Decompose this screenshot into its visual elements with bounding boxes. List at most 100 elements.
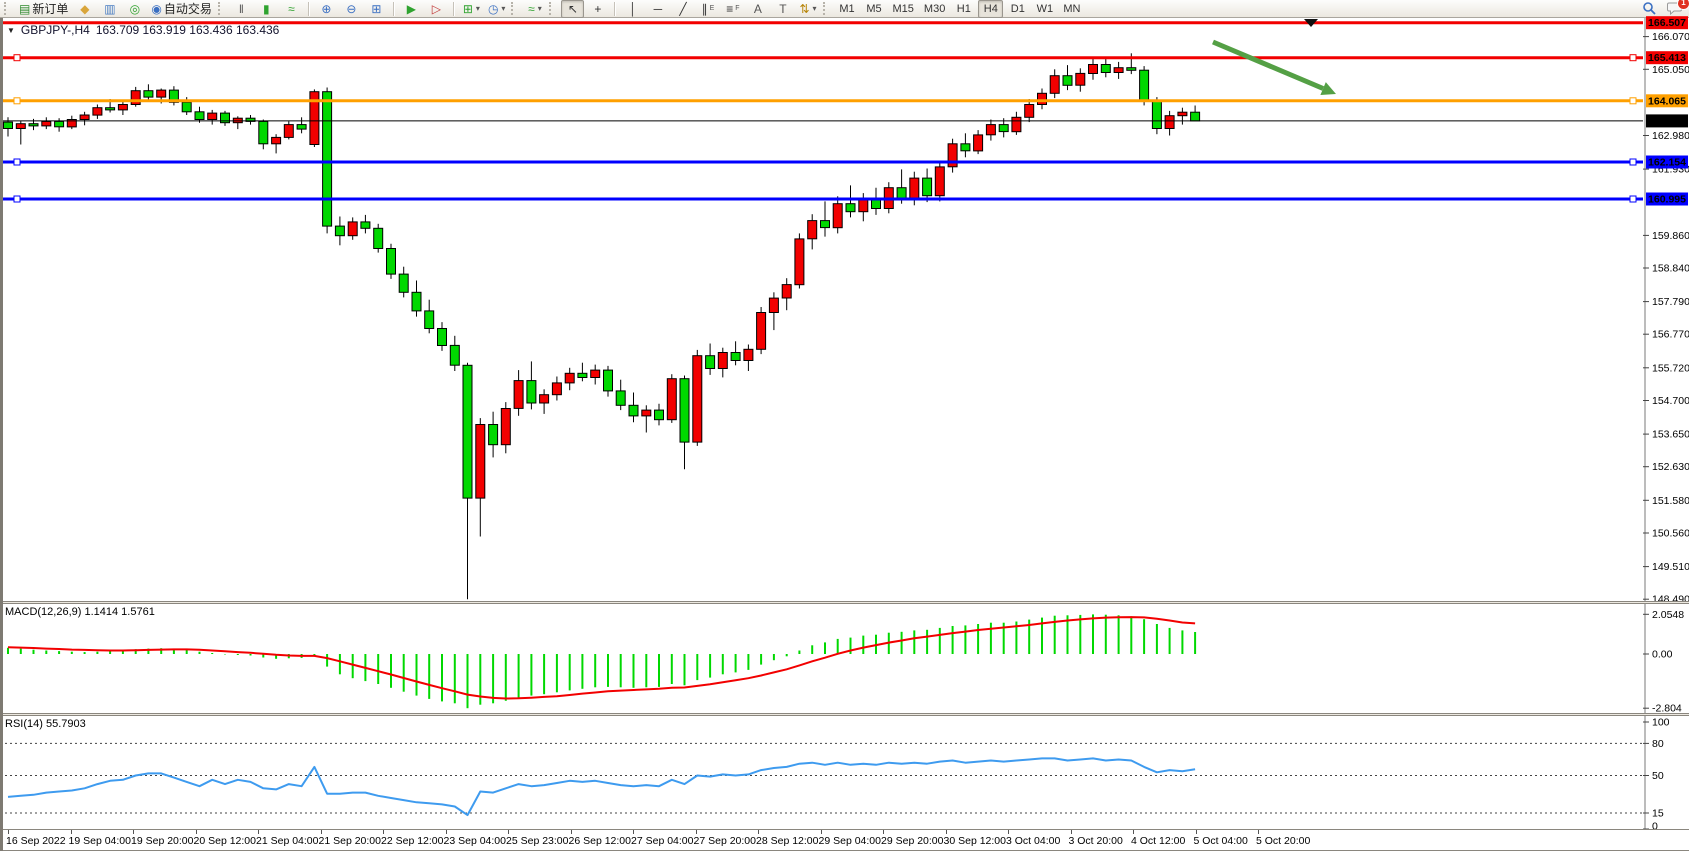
cursor-button[interactable]: ↖: [561, 0, 585, 18]
line-anchor[interactable]: [1629, 158, 1637, 166]
zoom-in-button[interactable]: ⊕: [315, 0, 338, 18]
trendline-icon: ╱: [679, 1, 687, 16]
time-tick: [320, 830, 322, 834]
styler-button[interactable]: ◆: [73, 0, 96, 18]
text-button[interactable]: A: [746, 0, 769, 18]
chevron-down-icon: ▾: [475, 3, 480, 13]
bar-chart-button[interactable]: ǁ: [230, 0, 253, 18]
macd-histogram: [7, 614, 1197, 709]
price-pane[interactable]: ▼ GBPJPY-,H4 163.709 163.919 163.436 163…: [0, 16, 1689, 606]
candles: [3, 53, 1201, 600]
timeframe-button-H1[interactable]: H1: [956, 2, 971, 15]
timeframe-button-M1[interactable]: M1: [839, 2, 855, 15]
toolbar-separator: [392, 1, 395, 16]
ohlc-bars-icon: ǁ: [238, 1, 244, 16]
vertical-line-button[interactable]: │: [621, 0, 644, 18]
line-anchor[interactable]: [1629, 54, 1637, 62]
fibonacci-icon-letter: F: [735, 4, 740, 12]
svg-text:0.00: 0.00: [1652, 649, 1673, 661]
time-label: 27 Sep 20:00: [693, 835, 756, 847]
chart-shift-icon: ▷: [431, 1, 441, 16]
toolbar-separator: [452, 1, 455, 16]
line-anchor[interactable]: [13, 54, 21, 62]
line-anchor[interactable]: [13, 195, 21, 203]
rsi-axis[interactable]: [1645, 716, 1689, 829]
toolbar: ▤ 新订单 ◆ ▥ ◎ ◉ 自动交易 ǁ ▮ ≈ ⊕ ⊖ ⊞ ▶ ▷ ⊞ ▾ ◷ ▾ ≈ ▾ ↖ + │ ─ ╱ ∥ E ≡ F A T ⇅ ▾ M…: [0, 0, 1689, 18]
chart-symbol-period: GBPJPY-,H4: [20, 23, 90, 37]
time-label: 5 Oct 20:00: [1256, 835, 1311, 847]
timeframe-button-H4[interactable]: H4: [978, 0, 1004, 18]
macd-plot[interactable]: 2.0548 0.00 -2.804: [0, 604, 1689, 715]
time-label: 20 Sep 12:00: [193, 835, 256, 847]
notifications-button[interactable]: 1: [1663, 0, 1689, 18]
equidistant-channel-icon-letter: E: [709, 4, 715, 12]
macd-pane[interactable]: MACD(12,26,9) 1.1414 1.5761 2.0548 0.00 -2…: [0, 604, 1689, 715]
chart-window[interactable]: ▼ GBPJPY-,H4 163.709 163.919 163.436 163…: [0, 16, 1689, 851]
new-order-icon: ▤: [19, 1, 31, 16]
timeframe-button-M30[interactable]: M30: [923, 2, 946, 15]
crosshair-button[interactable]: +: [586, 0, 609, 18]
line-anchor[interactable]: [1629, 97, 1637, 105]
search-button[interactable]: [1638, 0, 1661, 18]
clock-icon: ◷: [487, 1, 499, 16]
zoom-in-icon: ⊕: [321, 1, 332, 16]
indicators-button[interactable]: ≈ ▾: [523, 0, 546, 18]
zoom-out-icon: ⊖: [346, 1, 357, 16]
price-plot[interactable]: 166.070165.050162.980161.930159.860158.8…: [0, 16, 1689, 606]
crosshair-icon: +: [594, 1, 602, 16]
rsi-plot[interactable]: 100 80 50 150: [0, 716, 1689, 833]
new-chart-button[interactable]: ⊞ ▾: [460, 0, 483, 18]
fibonacci-button[interactable]: ≡ F: [721, 0, 744, 18]
autotrading-button[interactable]: ◉ 自动交易: [148, 0, 215, 18]
line-anchor[interactable]: [1629, 195, 1637, 203]
pane-splitter[interactable]: [0, 713, 1689, 716]
trend-arrow-annotation[interactable]: [1212, 39, 1336, 95]
zoom-out-button[interactable]: ⊖: [340, 0, 363, 18]
line-chart-button[interactable]: ≈: [280, 0, 303, 18]
equidistant-channel-button[interactable]: ∥ E: [696, 0, 719, 18]
timeframe-button-D1[interactable]: D1: [1010, 2, 1025, 15]
time-tick: [1008, 830, 1009, 834]
horizontal-line-button[interactable]: ─: [646, 0, 669, 18]
signals-button[interactable]: ◎: [123, 0, 146, 18]
time-axis[interactable]: 16 Sep 2022 19 Sep 04:00 19 Sep 20:00 20 Se…: [0, 829, 1689, 851]
macd-axis[interactable]: [1645, 604, 1689, 713]
tile-windows-icon: ⊞: [371, 1, 382, 16]
autotrading-button-label: 自动交易: [163, 1, 212, 16]
timeframe-button-M5[interactable]: M5: [866, 2, 882, 15]
line-anchor[interactable]: [13, 97, 21, 105]
time-tick: [1070, 830, 1072, 834]
equidistant-channel-icon: ∥: [701, 1, 708, 16]
symbol-dropdown-icon[interactable]: ▼: [7, 25, 15, 35]
svg-text:160.995: 160.995: [1648, 194, 1686, 206]
chart-title: ▼ GBPJPY-,H4 163.709 163.919 163.436 163…: [7, 23, 279, 37]
svg-text:150.560: 150.560: [1652, 528, 1689, 540]
candlestick-button[interactable]: ▮: [255, 0, 278, 18]
pane-splitter[interactable]: [0, 601, 1689, 604]
timeframe-button-MN[interactable]: MN: [1063, 2, 1081, 15]
chevron-down-icon: ▾: [812, 3, 817, 13]
svg-text:156.770: 156.770: [1652, 329, 1689, 341]
text-label-button[interactable]: T: [771, 0, 794, 18]
time-tick: [945, 830, 947, 834]
time-label: 22 Sep 12:00: [381, 835, 444, 847]
arrow-objects-icon: ⇅: [799, 1, 810, 16]
market-watch-button[interactable]: ▥: [98, 0, 121, 18]
timeframe-button-W1[interactable]: W1: [1036, 2, 1054, 15]
line-anchor[interactable]: [13, 158, 21, 166]
text-label-icon: T: [779, 1, 787, 16]
top-marker-icon[interactable]: [1304, 19, 1318, 27]
periods-button[interactable]: ◷ ▾: [485, 0, 509, 18]
rsi-pane[interactable]: RSI(14) 55.7903 100 80 50 15 0: [0, 716, 1689, 833]
arrows-button[interactable]: ⇅ ▾: [796, 0, 819, 18]
auto-scroll-button[interactable]: ▶: [400, 0, 423, 18]
trendline-button[interactable]: ╱: [671, 0, 694, 18]
chart-shift-button[interactable]: ▷: [425, 0, 448, 18]
time-tick: [1133, 830, 1134, 834]
timeframe-button-M15[interactable]: M15: [892, 2, 914, 15]
svg-text:100: 100: [1652, 717, 1670, 729]
svg-text:165.413: 165.413: [1648, 52, 1686, 64]
svg-text:151.580: 151.580: [1652, 495, 1689, 507]
new-order-button[interactable]: ▤ 新订单: [16, 0, 71, 18]
tile-windows-button[interactable]: ⊞: [365, 0, 388, 18]
